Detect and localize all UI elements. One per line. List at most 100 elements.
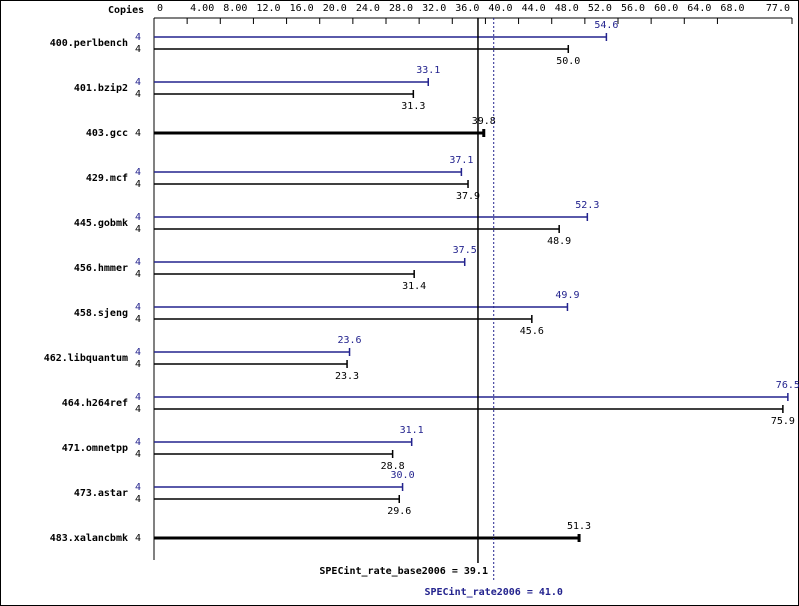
bar bbox=[154, 534, 581, 542]
copies-label: 4 bbox=[135, 212, 141, 223]
x-tick-label: 44.0 bbox=[522, 3, 546, 14]
copies-label: 4 bbox=[135, 482, 141, 493]
copies-label: 4 bbox=[135, 533, 141, 544]
bar bbox=[154, 45, 570, 53]
x-tick-label: 40.0 bbox=[488, 3, 512, 14]
value-label: 39.8 bbox=[472, 116, 496, 127]
value-label: 37.9 bbox=[456, 191, 480, 202]
bar bbox=[154, 270, 415, 278]
copies-label: 4 bbox=[135, 314, 141, 325]
copies-label: 4 bbox=[135, 32, 141, 43]
copies-label: 4 bbox=[135, 392, 141, 403]
x-tick-label: 12.0 bbox=[256, 3, 280, 14]
copies-label: 4 bbox=[135, 449, 141, 460]
copies-label: 4 bbox=[135, 128, 141, 139]
x-tick-label: 52.0 bbox=[588, 3, 612, 14]
value-label: 52.3 bbox=[575, 200, 599, 211]
x-tick-label: 8.00 bbox=[223, 3, 247, 14]
bar bbox=[154, 483, 404, 491]
benchmark-label: 403.gcc bbox=[86, 128, 128, 139]
copies-label: 4 bbox=[135, 77, 141, 88]
x-tick-label: 20.0 bbox=[323, 3, 347, 14]
benchmark-label: 445.gobmk bbox=[74, 218, 128, 229]
x-tick-label: 28.0 bbox=[389, 3, 413, 14]
copies-label: 4 bbox=[135, 359, 141, 370]
bar bbox=[154, 258, 466, 266]
benchmark-label: 400.perlbench bbox=[50, 38, 128, 49]
reference-label: SPECint_rate2006 = 41.0 bbox=[424, 586, 562, 598]
value-label: 28.8 bbox=[381, 461, 405, 472]
bar bbox=[154, 495, 401, 503]
bar bbox=[154, 405, 784, 413]
value-label: 54.6 bbox=[594, 20, 618, 31]
bar bbox=[154, 360, 348, 368]
x-tick-label: 36.0 bbox=[455, 3, 479, 14]
benchmark-label: 471.omnetpp bbox=[62, 443, 128, 454]
value-label: 23.6 bbox=[337, 335, 361, 346]
benchmark-label: 458.sjeng bbox=[74, 307, 128, 319]
x-tick-label: 56.0 bbox=[621, 3, 645, 14]
value-label: 48.9 bbox=[547, 236, 571, 247]
copies-label: 4 bbox=[135, 302, 141, 313]
x-tick-label: 32.0 bbox=[422, 3, 446, 14]
bar bbox=[154, 33, 608, 41]
value-label: 33.1 bbox=[416, 65, 440, 76]
copies-label: 4 bbox=[135, 44, 141, 55]
x-tick-label: 16.0 bbox=[290, 3, 314, 14]
value-label: 29.6 bbox=[387, 506, 411, 517]
x-tick-label: 68.0 bbox=[720, 3, 744, 14]
bar bbox=[154, 315, 533, 323]
reference-label: SPECint_rate_base2006 = 39.1 bbox=[319, 565, 488, 577]
x-tick-label: 24.0 bbox=[356, 3, 380, 14]
value-label: 31.4 bbox=[402, 281, 426, 292]
value-label: 37.5 bbox=[453, 245, 477, 256]
value-label: 31.1 bbox=[400, 425, 424, 436]
value-label: 51.3 bbox=[567, 521, 591, 532]
value-label: 76.5 bbox=[776, 380, 799, 391]
copies-label: 4 bbox=[135, 224, 141, 235]
value-label: 50.0 bbox=[556, 56, 580, 67]
bar bbox=[154, 348, 351, 356]
value-label: 23.3 bbox=[335, 371, 359, 382]
bar bbox=[154, 78, 430, 86]
bar bbox=[154, 438, 413, 446]
bar bbox=[154, 450, 394, 458]
bar bbox=[154, 129, 486, 137]
value-label: 49.9 bbox=[555, 290, 579, 301]
bar bbox=[154, 168, 463, 176]
bar bbox=[154, 90, 415, 98]
copies-label: 4 bbox=[135, 437, 141, 448]
benchmark-label: 483.xalancbmk bbox=[50, 533, 128, 544]
copies-label: 4 bbox=[135, 179, 141, 190]
copies-label: 4 bbox=[135, 269, 141, 280]
value-label: 37.1 bbox=[449, 155, 473, 166]
copies-label: 4 bbox=[135, 167, 141, 178]
value-label: 30.0 bbox=[391, 470, 415, 481]
copies-header: Copies bbox=[108, 4, 144, 16]
copies-label: 4 bbox=[135, 347, 141, 358]
value-label: 45.6 bbox=[520, 326, 544, 337]
benchmark-label: 473.astar bbox=[74, 488, 128, 499]
benchmark-label: 429.mcf bbox=[86, 173, 128, 184]
benchmark-label: 401.bzip2 bbox=[74, 82, 128, 94]
x-tick-label: 4.00 bbox=[190, 3, 214, 14]
x-tick-label: 60.0 bbox=[654, 3, 678, 14]
x-tick-label: 48.0 bbox=[555, 3, 579, 14]
x-tick-label: 77.0 bbox=[766, 3, 790, 14]
value-label: 75.9 bbox=[771, 416, 795, 427]
benchmark-label: 456.hmmer bbox=[74, 263, 128, 274]
benchmark-label: 464.h264ref bbox=[62, 398, 128, 409]
bar bbox=[154, 213, 589, 221]
bar bbox=[154, 393, 789, 401]
copies-label: 4 bbox=[135, 404, 141, 415]
copies-label: 4 bbox=[135, 257, 141, 268]
copies-label: 4 bbox=[135, 89, 141, 100]
value-label: 31.3 bbox=[401, 101, 425, 112]
bar bbox=[154, 180, 469, 188]
bar bbox=[154, 225, 560, 233]
copies-label: 4 bbox=[135, 494, 141, 505]
x-tick-label: 0 bbox=[157, 3, 163, 14]
